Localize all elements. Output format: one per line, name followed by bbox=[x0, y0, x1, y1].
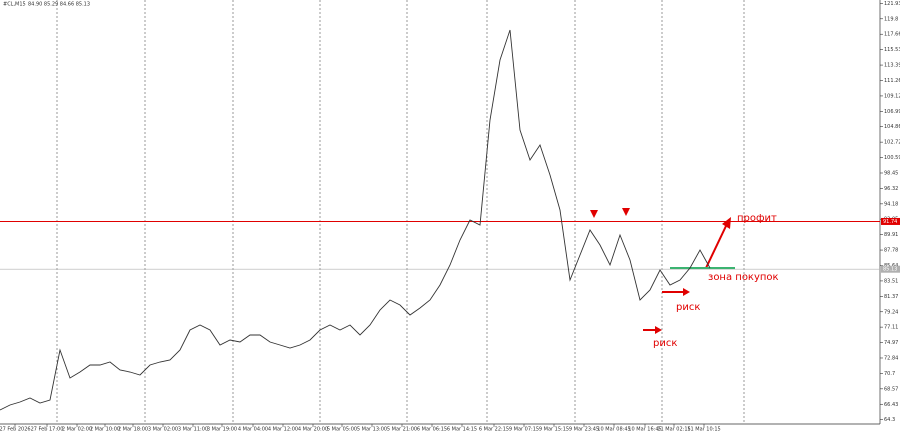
y-tick-label: 89.91 bbox=[884, 232, 898, 238]
y-tick-label: 83.51 bbox=[884, 278, 898, 284]
y-tick-label: 68.57 bbox=[884, 386, 898, 392]
y-tick-label: 74.97 bbox=[884, 340, 898, 346]
arrow-head bbox=[683, 288, 690, 296]
x-tick-label: 6 Mar 06:15 bbox=[417, 427, 447, 433]
x-tick-label: 5 Mar 21:00 bbox=[387, 427, 417, 433]
arrow-head bbox=[655, 326, 662, 334]
x-tick-label: 2 Mar 02:00 bbox=[62, 427, 92, 433]
annotation: профит bbox=[737, 213, 777, 224]
arrow-head bbox=[722, 217, 731, 229]
y-tick-label: 64.3 bbox=[884, 417, 895, 423]
x-tick-label: 4 Mar 04:00 bbox=[238, 427, 268, 433]
x-tick-label: 9 Mar 07:15 bbox=[509, 427, 539, 433]
y-tick-label: 72.84 bbox=[884, 355, 898, 361]
y-tick-label: 111.26 bbox=[884, 78, 900, 84]
x-tick-label: 27 Feb 17:00 bbox=[31, 427, 64, 433]
drawings bbox=[590, 208, 731, 334]
x-tick-label: 3 Mar 02:00 bbox=[148, 427, 178, 433]
marker bbox=[590, 210, 598, 218]
x-tick-label: 5 Mar 05:00 bbox=[327, 427, 357, 433]
x-tick-label: 4 Mar 20:00 bbox=[298, 427, 328, 433]
y-tick-label: 98.45 bbox=[884, 170, 898, 176]
y-tick-label: 121.93 bbox=[884, 1, 900, 7]
x-tick-label: 10 Mar 08:45 bbox=[597, 427, 630, 433]
annotation: риск bbox=[653, 338, 677, 349]
annotation: риск bbox=[676, 302, 700, 313]
x-tick-label: 9 Mar 15:15 bbox=[539, 427, 569, 433]
y-tick-label: 115.53 bbox=[884, 47, 900, 53]
y-tick-label: 117.66 bbox=[884, 32, 900, 38]
marker bbox=[622, 208, 630, 216]
y-tick-label: 119.8 bbox=[884, 16, 898, 22]
arrow bbox=[705, 225, 727, 269]
price-line bbox=[0, 29, 711, 411]
x-tick-label: 2 Mar 10:00 bbox=[90, 427, 120, 433]
y-tick-label: 96.32 bbox=[884, 186, 898, 192]
x-tick-label: 5 Mar 13:00 bbox=[357, 427, 387, 433]
x-tick-label: 10 Mar 16:45 bbox=[628, 427, 661, 433]
x-tick-label: 27 Feb 2026 bbox=[0, 427, 31, 433]
x-tick-label: 3 Mar 19:00 bbox=[207, 427, 237, 433]
x-tick-label: 11 Mar 10:15 bbox=[687, 427, 720, 433]
x-tick-label: 9 Mar 23:45 bbox=[569, 427, 599, 433]
x-tick-label: 6 Mar 22:15 bbox=[479, 427, 509, 433]
y-tick-label: 106.99 bbox=[884, 109, 900, 115]
period-separators bbox=[56, 0, 745, 424]
y-tick-label: 81.37 bbox=[884, 294, 898, 300]
symbol: #CL,M15 bbox=[3, 2, 26, 8]
ohlc: 84.90 85.29 84.66 85.13 bbox=[28, 2, 90, 8]
x-tick-label: 3 Mar 11:00 bbox=[178, 427, 208, 433]
y-tick-label: 79.24 bbox=[884, 309, 898, 315]
level-label: 91.74 bbox=[883, 219, 897, 225]
x-tick-label: 2 Mar 18:00 bbox=[118, 427, 148, 433]
level-label: 85.13 bbox=[883, 267, 897, 273]
y-tick-label: 70.7 bbox=[884, 371, 895, 377]
y-tick-label: 113.39 bbox=[884, 63, 900, 69]
y-tick-label: 109.12 bbox=[884, 93, 900, 99]
y-tick-label: 87.78 bbox=[884, 248, 898, 254]
y-tick-label: 102.72 bbox=[884, 140, 900, 146]
y-tick-label: 100.59 bbox=[884, 155, 900, 161]
y-tick-label: 77.11 bbox=[884, 325, 898, 331]
x-tick-label: 4 Mar 12:00 bbox=[268, 427, 298, 433]
x-tick-label: 11 Mar 02:15 bbox=[657, 427, 690, 433]
y-tick-label: 66.43 bbox=[884, 402, 898, 408]
y-tick-label: 104.86 bbox=[884, 124, 900, 130]
x-tick-label: 6 Mar 14:15 bbox=[447, 427, 477, 433]
y-tick-label: 94.18 bbox=[884, 201, 898, 207]
buy-zone-label: зона покупок bbox=[708, 272, 779, 283]
level-label-box bbox=[881, 217, 900, 225]
level-label-box bbox=[881, 265, 900, 273]
